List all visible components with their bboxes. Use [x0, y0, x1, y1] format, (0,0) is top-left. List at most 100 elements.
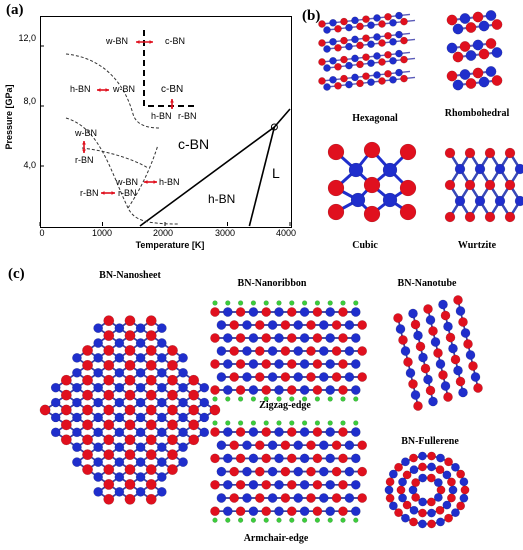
annot-label: r-BN — [178, 111, 197, 121]
boron-atom — [345, 23, 353, 32]
nitrogen-atom — [287, 453, 297, 464]
nitrogen-atom — [103, 493, 115, 505]
nitrogen-atom — [438, 370, 448, 380]
y-tick-label: 8,0 — [23, 96, 36, 106]
boron-atom — [325, 427, 335, 437]
boron-atom — [114, 442, 125, 452]
nitrogen-atom — [312, 480, 323, 490]
boron-atom — [242, 346, 252, 356]
x-tick-label: 3000 — [214, 228, 236, 238]
boron-atom — [451, 508, 460, 518]
boron-atom — [325, 333, 335, 343]
nitrogen-atom — [188, 389, 200, 401]
nitrogen-atom — [60, 389, 72, 401]
boron-atom — [114, 412, 125, 423]
boron-atom — [398, 477, 407, 487]
nitrogen-atom — [426, 497, 436, 507]
nitrogen-atom — [124, 330, 136, 341]
hydrogen-atom — [340, 396, 346, 402]
x-tick-label: 0 — [39, 228, 45, 238]
boron-atom — [455, 306, 466, 316]
boron-atom — [459, 493, 469, 503]
nitrogen-atom — [229, 372, 239, 382]
nitrogen-atom — [312, 385, 323, 395]
nitrogen-atom — [396, 485, 406, 495]
hydrogen-atom — [302, 396, 308, 402]
nitrogen-atom — [60, 404, 72, 416]
nitrogen-atom — [145, 315, 157, 327]
nitrogen-atom — [145, 404, 157, 416]
boron-atom — [274, 333, 284, 343]
caption-rhombohedral: Rhombohedral — [444, 108, 510, 119]
hydrogen-atom — [327, 420, 333, 426]
nitrogen-atom — [145, 330, 157, 341]
boron-atom — [430, 337, 441, 347]
nitrogen-atom — [400, 55, 408, 64]
hydrogen-atom — [238, 396, 244, 402]
boron-atom — [72, 397, 82, 408]
caption-wurtzite: Wurtzite — [457, 240, 497, 251]
nitrogen-atom — [378, 77, 386, 85]
boron-atom — [413, 330, 423, 341]
boron-atom — [344, 320, 355, 330]
nitrogen-atom — [145, 464, 157, 475]
hydrogen-atom — [327, 300, 333, 306]
nitrogen-atom — [167, 404, 178, 416]
annot-label: r-BN — [80, 188, 99, 198]
boron-atom — [242, 466, 252, 477]
boron-atom — [395, 49, 403, 58]
nitrogen-atom — [460, 485, 470, 495]
nitrogen-atom — [363, 176, 381, 194]
nitrogen-atom — [255, 440, 265, 450]
boron-atom — [319, 346, 329, 356]
nitrogen-atom — [362, 15, 370, 23]
boron-atom — [367, 78, 375, 86]
boron-atom — [418, 352, 428, 363]
hydrogen-atom — [314, 517, 320, 523]
boron-atom — [114, 323, 125, 333]
nitrogen-atom — [210, 307, 220, 317]
nitrogen-atom — [103, 315, 115, 327]
nitrogen-atom — [124, 434, 136, 446]
caption-armchair: Armchair-edge — [243, 533, 309, 544]
boron-atom — [93, 412, 103, 423]
hydrogen-atom — [212, 420, 218, 426]
boron-atom — [274, 506, 284, 516]
boron-atom — [223, 385, 233, 395]
nitrogen-atom — [402, 470, 412, 480]
annot-label: r-BN — [75, 155, 94, 165]
boron-atom — [93, 368, 103, 378]
nitrogen-atom — [393, 313, 403, 323]
nitrogen-atom — [124, 404, 136, 416]
boron-atom — [351, 333, 361, 343]
nitrogen-atom — [452, 51, 464, 63]
nitrogen-atom — [464, 179, 476, 191]
hydrogen-atom — [263, 396, 269, 402]
nitrogen-atom — [334, 44, 342, 52]
hydrogen-atom — [302, 300, 308, 306]
boron-atom — [114, 457, 125, 467]
boron-atom — [319, 372, 329, 382]
nitrogen-atom — [450, 354, 461, 365]
nitrogen-atom — [446, 70, 458, 82]
nitrogen-atom — [318, 58, 326, 66]
nitrogen-atom — [306, 372, 316, 382]
nitrogen-atom — [167, 449, 178, 461]
boron-atom — [157, 442, 167, 452]
boron-atom — [373, 52, 381, 60]
nitrogen-atom — [465, 22, 477, 33]
nitrogen-atom — [235, 385, 246, 395]
hydrogen-atom — [263, 517, 269, 523]
boron-atom — [405, 368, 416, 378]
nitrogen-atom — [436, 485, 446, 495]
boron-atom — [400, 346, 411, 356]
nitrogen-atom — [318, 77, 326, 85]
boron-atom — [514, 163, 523, 175]
boron-atom — [351, 427, 361, 437]
hydrogen-atom — [238, 420, 244, 426]
nitrogen-atom — [229, 466, 239, 477]
annot-label: h-BN — [159, 177, 180, 187]
boron-atom — [325, 385, 335, 395]
nitrogen-atom — [400, 17, 408, 26]
boron-atom — [351, 307, 361, 317]
